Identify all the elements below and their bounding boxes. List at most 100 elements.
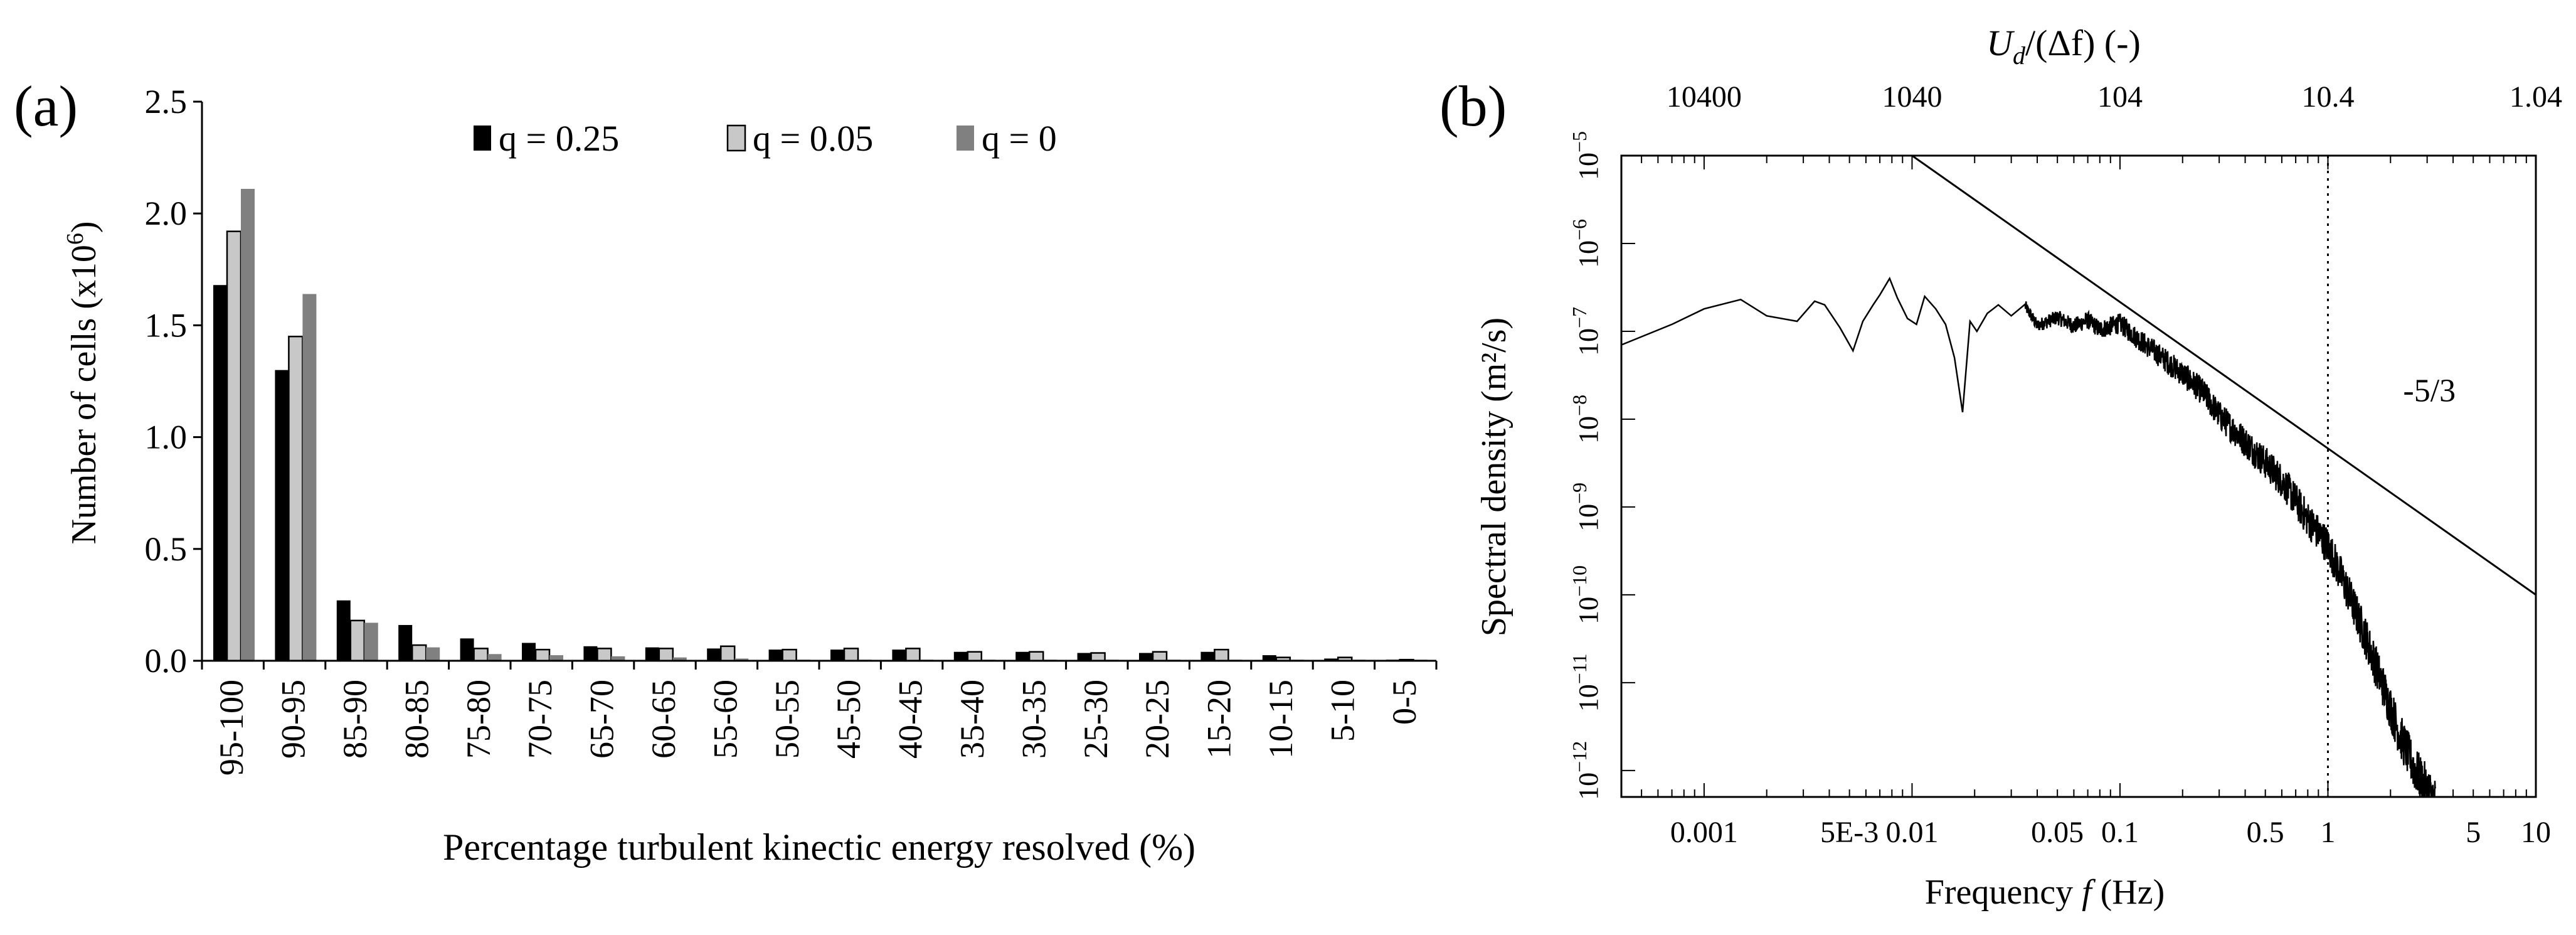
legend-label: q = 0	[982, 118, 1057, 159]
panel-b-x-tick-label: 0.5	[2247, 816, 2284, 849]
panel-b-y-axis-label: Spectral density (m²/s)	[1475, 318, 1513, 636]
panel-b: (b) 0.001 5E-3 0.01 0.05 0.1 0.5 1 5 10 10400 1040…	[1439, 23, 2562, 912]
bar-q-0-60-65	[672, 657, 687, 661]
bar-q-0-25-70-75	[522, 643, 536, 661]
panel-a-y-tick-label: 2.5	[145, 83, 188, 120]
panel-a-category-label: 60-65	[645, 680, 682, 759]
bar-q-0-25-60-65	[645, 647, 659, 661]
panel-b-x-tick-label: 5	[2466, 816, 2481, 849]
panel-b-x-tick-label: 0.1	[2101, 816, 2139, 849]
spectrum-line	[1621, 276, 2437, 798]
bar-q-0-90-95	[302, 294, 317, 661]
bar-q-0-25-95-100	[213, 285, 227, 661]
bar-q-0-05-30-35	[1028, 651, 1044, 662]
bar-q-0-05-35-40	[967, 651, 983, 662]
bar-q-0-05-95-100	[226, 230, 242, 662]
bar-q-0-25-15-20	[1201, 651, 1215, 661]
bar-q-0-65-70	[611, 656, 625, 661]
bar-q-0-85-90	[364, 622, 378, 661]
bar-q-0-05-85-90	[349, 619, 366, 662]
panel-a-category-label: 50-55	[768, 680, 806, 759]
bar-q-0-25-80-85	[398, 624, 413, 661]
panel-a-y-tick-label: 1.0	[145, 419, 188, 456]
bar-q-0-25-25-30	[1077, 653, 1091, 661]
panel-a-category-label: 20-25	[1138, 680, 1176, 759]
bar-q-0-25-20-25	[1139, 653, 1153, 661]
panel-b-top-tick-label: 104	[2097, 80, 2143, 114]
panel-a-y-tick-label: 0.0	[145, 642, 188, 680]
panel-a-x-axis-label: Percentage turbulent kinectic energy res…	[443, 826, 1195, 868]
bar-q-0-05-15-20	[1214, 648, 1229, 662]
bar-q-0-05-50-55	[782, 648, 797, 662]
panel-a-category-label: 35-40	[953, 680, 991, 759]
bar-q-0-25-45-50	[830, 649, 844, 661]
bar-q-0-70-75	[549, 655, 563, 661]
panel-a-category-label: 90-95	[275, 680, 312, 759]
panel-b-y-tick-label: 10−5	[1568, 131, 1604, 180]
panel-a-category-label: 10-15	[1262, 680, 1300, 759]
bar-q-0-05-70-75	[534, 648, 551, 662]
panel-b-top-tick-label: 10.4	[2301, 80, 2354, 114]
panel-b-plot-frame	[1620, 154, 2537, 798]
panel-a-category-label: 55-60	[706, 680, 744, 759]
panel-b-x-tick-label: 10	[2521, 816, 2551, 849]
panel-a-legend: q = 0.25 q = 0.05 q = 0	[474, 118, 1057, 159]
panel-b-label: (b)	[1439, 74, 1507, 138]
legend-swatch	[474, 126, 491, 151]
bar-q-0-55-60	[734, 658, 749, 661]
panel-a-category-label: 30-35	[1015, 680, 1052, 759]
bar-q-0-05-20-25	[1152, 651, 1168, 662]
panel-b-y-tick-label: 10−10	[1568, 565, 1604, 624]
panel-a-category-label: 0-5	[1386, 680, 1423, 725]
panel-b-y-tick-label: 10−9	[1568, 483, 1604, 532]
panel-a-category-label: 5-10	[1323, 680, 1361, 742]
panel-b-y-tick-label: 10−6	[1568, 219, 1604, 268]
panel-a-y-axis-label: Number of cells (x106)	[62, 221, 103, 544]
panel-b-top-axis-label: Ud/(Δf) (-)	[1986, 23, 2141, 70]
panel-a-y-tick-label: 0.5	[145, 530, 188, 568]
panel-b-x-axis-label: Frequency f (Hz)	[1925, 873, 2165, 912]
panel-b-x-tick-label: 5E-3	[1820, 816, 1879, 849]
panel-b-x-tick-label: 0.01	[1885, 816, 1938, 849]
panel-a-y-tick-label: 2.0	[145, 195, 188, 232]
reference-slope-label: -5/3	[2403, 373, 2456, 409]
bar-q-0-05-75-80	[473, 648, 489, 662]
panel-b-x-tick-label: 0.001	[1670, 816, 1738, 849]
bar-q-0-05-90-95	[288, 335, 304, 662]
bar-q-0-25-40-45	[892, 649, 906, 661]
panel-b-top-tick-label: 1.04	[2510, 80, 2562, 114]
bar-q-0-05-40-45	[905, 648, 921, 662]
reference-slope-line	[1911, 154, 2536, 596]
legend-label: q = 0.25	[499, 118, 619, 159]
bar-q-0-25-50-55	[768, 649, 783, 661]
panel-b-top-tick-label: 1040	[1882, 80, 1942, 114]
bar-q-0-95-100	[241, 188, 255, 661]
panel-a-category-label: 15-20	[1201, 680, 1238, 759]
legend-swatch	[957, 126, 974, 151]
panel-a-category-label: 80-85	[398, 680, 435, 759]
panel-b-x-tick-label: 1	[2320, 816, 2335, 849]
panel-a-label: (a)	[14, 74, 78, 138]
legend-label: q = 0.05	[753, 118, 873, 159]
panel-b-y-tick-label: 10−8	[1568, 395, 1604, 444]
bar-q-0-05-55-60	[719, 645, 736, 662]
bar-q-0-75-80	[487, 654, 502, 661]
panel-b-y-tick-label: 10−12	[1568, 741, 1604, 800]
bar-q-0-25-85-90	[336, 600, 351, 661]
panel-a-y-tick-label: 1.5	[145, 306, 188, 344]
legend-swatch	[726, 124, 746, 152]
bar-q-0-25-30-35	[1015, 651, 1030, 661]
panel-a-category-label: 45-50	[830, 680, 867, 759]
panel-a: (a) 0.0 0.5 1.0 1.5 2.0 2.5 95-100 90-95 85-90 8…	[14, 74, 1438, 868]
panel-a-category-label: 70-75	[521, 680, 559, 759]
panel-b-y-tick-label: 10−11	[1568, 653, 1604, 712]
bar-q-0-05-25-30	[1090, 652, 1106, 662]
panel-b-top-tick-label: 10400	[1667, 80, 1742, 114]
panel-a-category-label: 85-90	[336, 680, 374, 759]
bar-q-0-80-85	[426, 647, 440, 661]
bar-q-0-25-5-10	[1324, 658, 1338, 661]
bar-q-0-05-60-65	[658, 648, 674, 662]
panel-a-category-label: 95-100	[213, 680, 250, 776]
panel-b-y-tick-label: 10−7	[1568, 307, 1604, 356]
